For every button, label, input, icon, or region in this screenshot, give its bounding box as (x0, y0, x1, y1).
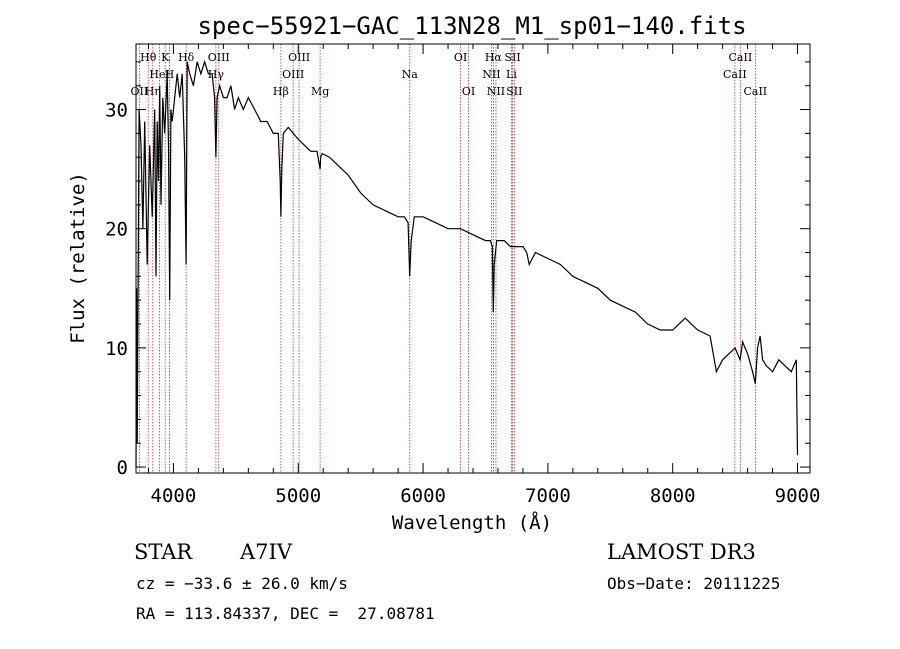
line-label-8: Hγ (208, 68, 225, 81)
x-tick-label-5000: 5000 (275, 485, 321, 507)
line-label-23: CaII (729, 51, 753, 64)
line-label-21: SII (506, 85, 522, 98)
line-label-5: H (165, 68, 175, 81)
x-tick-label-7000: 7000 (525, 485, 571, 507)
line-label-11: OIII (288, 51, 310, 64)
line-label-13: Na (402, 68, 419, 81)
line-label-16: NII (482, 68, 500, 81)
line-label-4: K (161, 51, 170, 64)
line-label-18: NII (487, 85, 505, 98)
line-label-15: OI (462, 85, 475, 98)
line-markers (138, 44, 756, 473)
line-label-10: OIII (282, 68, 304, 81)
y-tick-label-0: 0 (117, 457, 128, 479)
spectrum-line (135, 59, 799, 468)
y-tick-label-10: 10 (105, 338, 128, 360)
line-label-0: OII (131, 85, 149, 98)
redshift-velocity: cz = −33.6 ± 26.0 km/s (136, 574, 348, 593)
y-axis: 0 10 20 30 (105, 61, 810, 479)
line-label-7: OIII (208, 51, 230, 64)
line-label-19: SII (504, 51, 520, 64)
line-label-22: CaII (723, 68, 747, 81)
y-tick-label-20: 20 (105, 219, 128, 241)
x-axis: 4000 5000 6000 7000 8000 9000 (147, 44, 821, 507)
chart-title: spec−55921−GAC_113N28_M1_sp01−140.fits (197, 12, 746, 40)
survey-name: LAMOST DR3 (607, 540, 756, 564)
line-label-9: Hβ (273, 85, 289, 98)
x-tick-label-8000: 8000 (650, 485, 696, 507)
y-axis-label: Flux (relative) (67, 172, 89, 344)
line-label-2: Hη (145, 85, 161, 98)
observation-date: Obs−Date: 20111225 (607, 574, 781, 593)
line-label-1: Hθ (140, 51, 157, 64)
line-label-14: OI (454, 51, 467, 64)
plot-frame (135, 43, 811, 474)
spectral-subclass: A7IV (240, 540, 292, 564)
object-type: STAR (134, 540, 193, 564)
line-label-20: Li (506, 68, 517, 81)
line-label-12: Mg (311, 85, 329, 98)
line-label-24: CaII (743, 85, 767, 98)
x-axis-label: Wavelength (Å) (392, 511, 552, 534)
y-tick-label-30: 30 (105, 100, 128, 122)
x-tick-label-6000: 6000 (400, 485, 446, 507)
coordinates: RA = 113.84337, DEC = 27.08781 (136, 604, 435, 623)
line-label-6: Hδ (178, 51, 195, 64)
x-tick-label-9000: 9000 (775, 485, 821, 507)
line-label-3: HeI (149, 68, 169, 81)
line-label-17: Hα (485, 51, 503, 64)
x-tick-label-4000: 4000 (151, 485, 197, 507)
